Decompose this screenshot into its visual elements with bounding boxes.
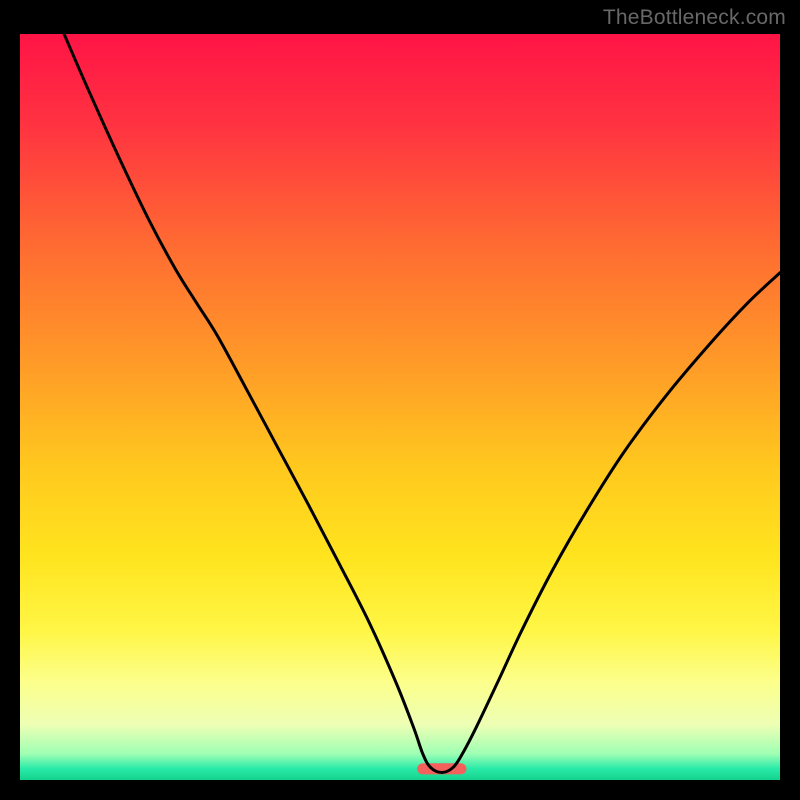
watermark-text: TheBottleneck.com <box>603 6 786 30</box>
gradient-background <box>20 34 780 780</box>
plot-area <box>20 34 780 780</box>
chart-frame: TheBottleneck.com <box>0 0 800 800</box>
bottleneck-chart-svg <box>20 34 780 780</box>
